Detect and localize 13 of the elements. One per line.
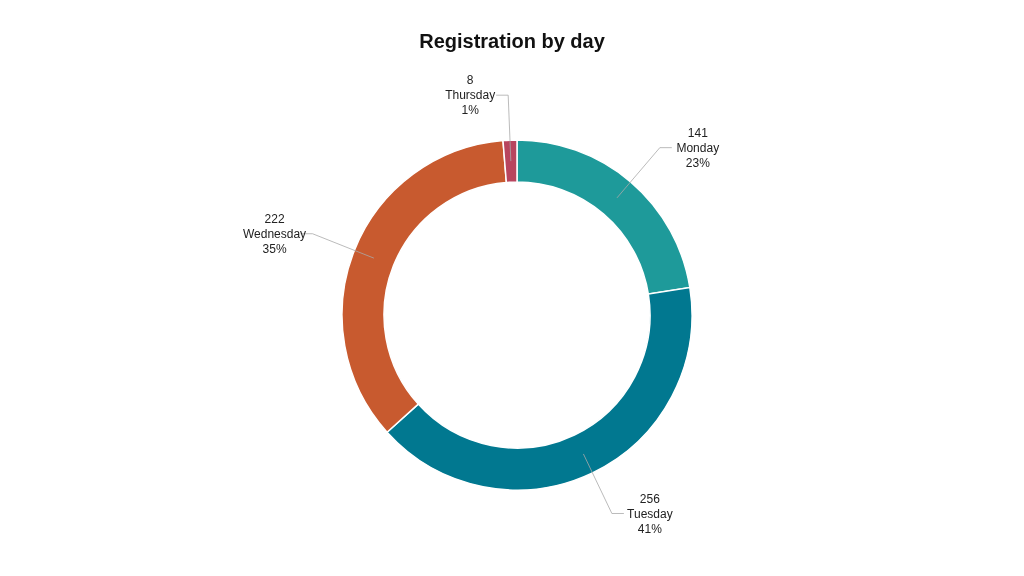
data-label: 141	[687, 125, 709, 140]
slice-label: Monday	[676, 140, 720, 155]
data-label: 256	[639, 491, 661, 506]
text: 41%	[637, 521, 662, 536]
slice-label: Thursday	[445, 88, 496, 103]
slice-label: Wednesday	[242, 226, 307, 241]
data-label: 8	[466, 73, 474, 88]
text: 35%	[262, 241, 287, 256]
text: 23%	[685, 155, 710, 170]
slice-label: Tuesday	[627, 506, 673, 521]
data-label: 222	[264, 211, 285, 226]
chart-title: Registration by day	[418, 30, 606, 53]
text: 1%	[461, 103, 479, 118]
